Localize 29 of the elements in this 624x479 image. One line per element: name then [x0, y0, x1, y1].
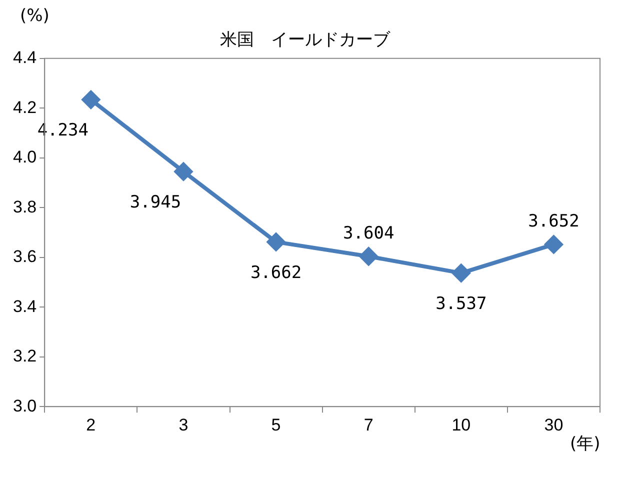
data-label: 3.652: [528, 211, 580, 232]
x-tick-label: 10: [452, 415, 471, 434]
x-axis-title: (年): [570, 433, 600, 455]
x-tick-label: 7: [364, 415, 374, 434]
data-label: 4.234: [37, 120, 89, 141]
y-tick-label: 3.0: [12, 396, 37, 416]
x-tick-label: 30: [544, 415, 564, 434]
data-label: 3.662: [250, 262, 302, 283]
y-tick-label: 3.6: [12, 247, 37, 266]
point: [544, 235, 563, 254]
y-tick-label: 3.2: [12, 346, 37, 366]
x-tick-label: 3: [178, 415, 188, 434]
point: [82, 90, 100, 109]
y-tick-label: 4.0: [12, 148, 37, 167]
point: [452, 264, 470, 282]
chart-title: 米国 イールドカーブ: [220, 30, 391, 49]
y-tick-label: 4.4: [12, 48, 37, 68]
y-tick-label: 4.2: [12, 98, 37, 117]
data-label: 3.604: [343, 223, 394, 244]
point: [267, 232, 286, 251]
point: [360, 247, 378, 266]
data-label: 3.945: [130, 192, 182, 213]
y-tick-label: 3.4: [12, 296, 37, 316]
point: [174, 162, 192, 181]
x-tick-label: 2: [86, 415, 96, 434]
y-axis-title: (%): [20, 6, 50, 26]
x-tick-label: 5: [271, 415, 281, 434]
y-tick-label: 3.8: [12, 197, 37, 216]
data-label: 3.537: [436, 294, 487, 314]
